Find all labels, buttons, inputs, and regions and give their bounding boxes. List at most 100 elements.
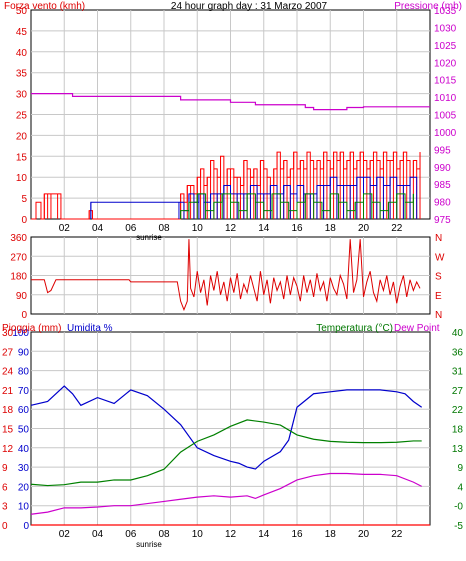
pressure-ytick-1005: 1005 xyxy=(434,111,457,122)
humidity-ytick-0: 0 xyxy=(23,521,29,532)
humidity-xtick-10: 10 xyxy=(192,529,204,540)
wind-ytick-40: 40 xyxy=(16,48,28,59)
pressure-ytick-1030: 1030 xyxy=(434,23,457,34)
pressure-ytick-1000: 1000 xyxy=(434,128,457,139)
rain-ytick-6: 6 xyxy=(2,482,8,493)
wind-xtick-06: 06 xyxy=(125,223,137,234)
pressure-ytick-1025: 1025 xyxy=(434,41,457,52)
pressure-ytick-995: 995 xyxy=(434,145,451,156)
humidity-xtick-12: 12 xyxy=(225,529,237,540)
rain-ytick-9: 9 xyxy=(2,463,8,474)
humidity-ytick-70: 70 xyxy=(18,386,30,397)
temperature-ytick-5: 18 xyxy=(452,425,464,436)
dewpoint-line xyxy=(30,472,422,515)
wind-ytick-45: 45 xyxy=(16,27,28,38)
rain-ytick-12: 12 xyxy=(2,444,14,455)
wind-xtick-04: 04 xyxy=(92,223,104,234)
temperature-ytick-10: 40 xyxy=(452,328,464,339)
wind-ytick-5: 5 xyxy=(21,194,27,205)
direction-line xyxy=(31,239,421,312)
dewpoint-axis-title: Dew Point xyxy=(394,323,440,334)
wind-ytick-35: 35 xyxy=(16,69,28,80)
wind-xtick-14: 14 xyxy=(258,223,270,234)
wind-line xyxy=(31,151,421,220)
pressure-axis-title: Pressione (mb) xyxy=(394,1,462,12)
pressure-ytick-985: 985 xyxy=(434,180,451,191)
humidity-line xyxy=(30,385,423,470)
pressure-ytick-1015: 1015 xyxy=(434,76,457,87)
series-layer xyxy=(30,93,430,526)
humidity-xtick-16: 16 xyxy=(291,529,303,540)
rain-ytick-24: 24 xyxy=(2,367,14,378)
wind-xtick-12: 12 xyxy=(225,223,237,234)
wind-xtick-02: 02 xyxy=(59,223,71,234)
humidity-ytick-30: 30 xyxy=(18,463,30,474)
rain-ytick-0: 0 xyxy=(2,521,8,532)
humidity-ytick-50: 50 xyxy=(18,425,30,436)
pressure-ytick-1020: 1020 xyxy=(434,58,457,69)
rain-ytick-18: 18 xyxy=(2,405,14,416)
direction-ytick-270: 270 xyxy=(10,252,27,263)
direction-ytick-90: 90 xyxy=(16,291,28,302)
wind-ytick-0: 0 xyxy=(21,215,27,226)
wind-xtick-08: 08 xyxy=(158,223,170,234)
pressure-ytick-975: 975 xyxy=(434,215,451,226)
temperature-line xyxy=(30,419,422,487)
temperature-ytick-7: 27 xyxy=(452,386,464,397)
wind-ytick-50: 50 xyxy=(16,6,28,17)
humidity-xtick-02: 02 xyxy=(59,529,71,540)
wind-xtick-16: 16 xyxy=(291,223,303,234)
wind-ytick-20: 20 xyxy=(16,131,28,142)
rain-ytick-30: 30 xyxy=(2,328,14,339)
pressure-ytick-980: 980 xyxy=(434,198,451,209)
rain-ytick-21: 21 xyxy=(2,386,14,397)
rain-ytick-27: 27 xyxy=(2,347,14,358)
humidity-xtick-22: 22 xyxy=(391,529,403,540)
temperature-axis-title: Temperatura (°C) xyxy=(316,323,393,334)
temperature-ytick-0: -5 xyxy=(454,521,463,532)
humidity-ytick-10: 10 xyxy=(18,502,30,513)
temperature-ytick-8: 31 xyxy=(452,367,464,378)
humidity-xtick-04: 04 xyxy=(92,529,104,540)
wind-ytick-30: 30 xyxy=(16,90,28,101)
humidity-xtick-18: 18 xyxy=(325,529,337,540)
wind-ytick-15: 15 xyxy=(16,152,28,163)
humidity-ytick-80: 80 xyxy=(18,367,30,378)
wind-ytick-25: 25 xyxy=(16,111,28,122)
pressure-ytick-1035: 1035 xyxy=(434,6,457,17)
humidity-ytick-20: 20 xyxy=(18,482,30,493)
humidity-xtick-20: 20 xyxy=(358,529,370,540)
pressure-ytick-1010: 1010 xyxy=(434,93,457,104)
direction-ytick-180: 180 xyxy=(10,272,27,283)
wind-xtick-22: 22 xyxy=(391,223,403,234)
direction-compass-N-0: N xyxy=(435,310,442,321)
direction-compass-E-1: E xyxy=(435,291,442,302)
temperature-ytick-4: 13 xyxy=(452,444,464,455)
pressure-ytick-990: 990 xyxy=(434,163,451,174)
wind-xtick-18: 18 xyxy=(325,223,337,234)
temperature-ytick-2: 4 xyxy=(457,482,463,493)
temperature-ytick-6: 22 xyxy=(452,405,464,416)
direction-compass-S-2: S xyxy=(435,272,442,283)
direction-compass-N-4: N xyxy=(435,233,442,244)
wind-xtick-10: 10 xyxy=(192,223,204,234)
humidity-ytick-90: 90 xyxy=(18,347,30,358)
temperature-ytick-3: 9 xyxy=(457,463,463,474)
rain-ytick-3: 3 xyxy=(2,502,8,513)
sunrise-label-2: sunrise xyxy=(136,540,162,549)
chart-title: 24 hour graph day : 31 Marzo 2007 xyxy=(171,1,328,12)
rain-ytick-15: 15 xyxy=(2,425,14,436)
wind-axis-title: Forza vento (kmh) xyxy=(4,1,85,12)
humidity-xtick-14: 14 xyxy=(258,529,270,540)
temperature-ytick-9: 36 xyxy=(452,347,464,358)
humidity-ytick-40: 40 xyxy=(18,444,30,455)
humidity-ytick-60: 60 xyxy=(18,405,30,416)
humidity-xtick-06: 06 xyxy=(125,529,137,540)
pressure-line xyxy=(31,93,430,111)
rain-axis-title: Pioggia (mm) xyxy=(2,323,61,334)
humidity-ytick-100: 100 xyxy=(12,328,29,339)
